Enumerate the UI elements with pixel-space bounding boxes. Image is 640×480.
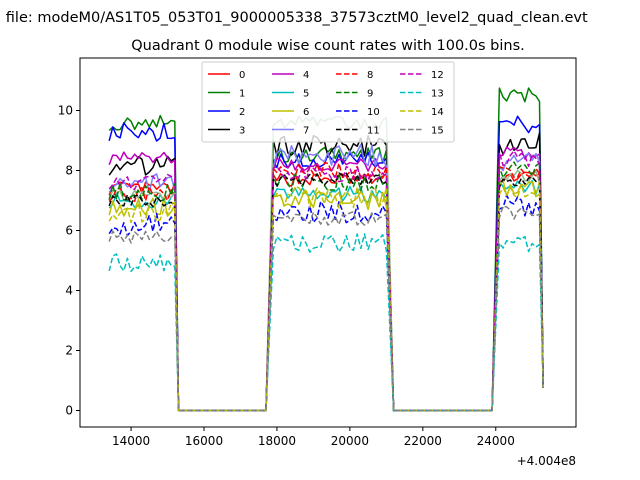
legend-label: 6	[303, 107, 309, 118]
legend-label: 13	[431, 89, 444, 100]
series-line-5	[108, 179, 544, 412]
legend-label: 7	[303, 126, 309, 137]
series-line-4	[108, 146, 544, 412]
legend-label: 14	[431, 107, 444, 118]
series-line-9	[108, 161, 544, 412]
legend-label: 11	[367, 126, 380, 137]
x-tick-label: 22000	[404, 434, 442, 448]
legend-label: 3	[239, 126, 245, 137]
plot-frame	[79, 57, 577, 428]
y-tick-label: 6	[65, 224, 73, 238]
legend-label: 2	[239, 107, 245, 118]
legend-label: 10	[367, 107, 380, 118]
legend-label: 0	[239, 70, 245, 81]
series-line-12	[108, 150, 544, 412]
legend-label: 9	[367, 89, 373, 100]
legend-box	[201, 61, 455, 143]
legend-label: 5	[303, 89, 309, 100]
legend-label: 15	[431, 126, 444, 137]
x-tick-label: 16000	[185, 434, 223, 448]
series-lines	[108, 87, 544, 412]
series-line-7	[108, 143, 544, 412]
x-tick-label: 14000	[112, 434, 150, 448]
y-tick-label: 2	[65, 344, 73, 358]
series-line-1	[108, 87, 544, 412]
x-tick-label: 24000	[477, 434, 515, 448]
series-line-8	[108, 162, 544, 412]
y-tick-label: 8	[65, 164, 73, 178]
x-offset-label: +4.004e8	[517, 454, 576, 468]
x-tick-label: 18000	[258, 434, 296, 448]
y-tick-label: 4	[65, 284, 73, 298]
chart-title: Quadrant 0 module wise count rates with …	[131, 38, 525, 54]
legend-label: 12	[431, 70, 444, 81]
series-line-10	[108, 194, 544, 412]
series-line-14	[108, 180, 544, 412]
axis-ticks: 14000 16000 18000 20000 22000 24000 0 2 4 6 8 10	[58, 104, 515, 449]
legend-label: 8	[367, 70, 373, 81]
chart-suptitle: n file: modeM0/AS1T05_053T01_9000005338_…	[0, 10, 588, 26]
y-tick-label: 0	[65, 404, 73, 418]
x-tick-label: 20000	[331, 434, 369, 448]
y-tick-label: 10	[58, 104, 73, 118]
series-line-11	[108, 172, 544, 412]
legend-label: 1	[239, 89, 245, 100]
series-line-13	[108, 233, 544, 412]
legend-label: 4	[303, 70, 309, 81]
series-line-15	[108, 205, 544, 412]
